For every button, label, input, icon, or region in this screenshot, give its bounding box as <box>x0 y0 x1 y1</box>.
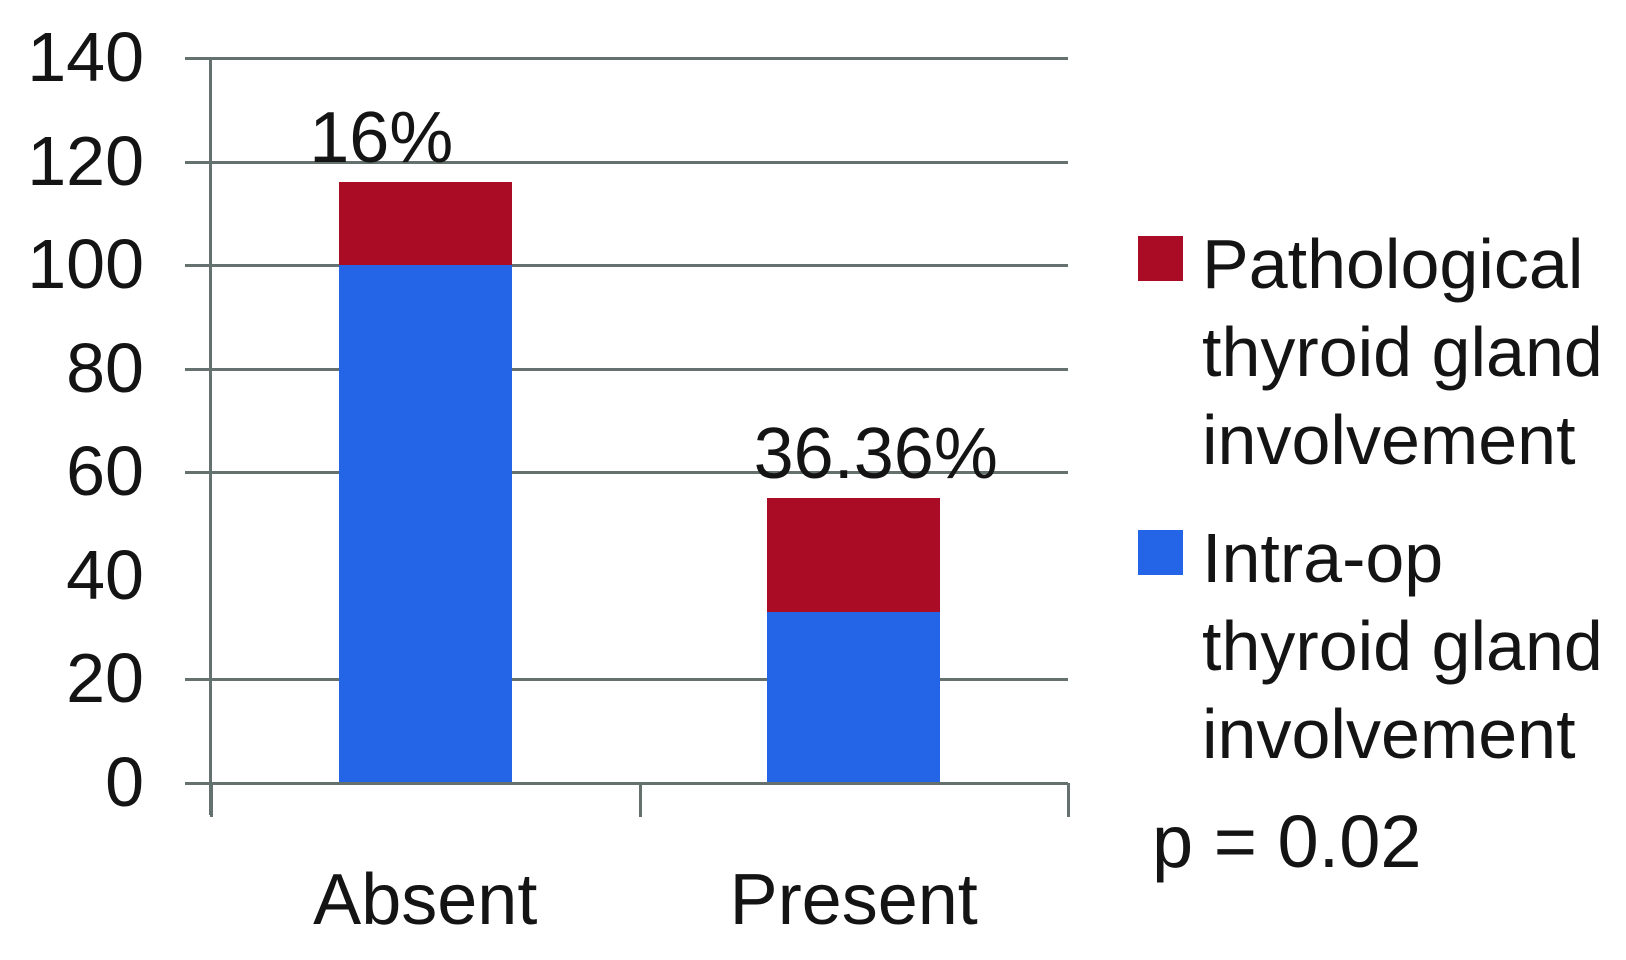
bar-segment-present-pathological <box>767 498 941 613</box>
y-tick-label-40: 40 <box>66 535 144 614</box>
x-category-label-present: Present <box>729 860 978 940</box>
x-axis-line <box>186 782 1068 785</box>
y-tick-label-120: 120 <box>27 121 144 200</box>
gridline-100 <box>211 264 1068 268</box>
legend: Pathological thyroid gland involvement I… <box>1138 220 1612 884</box>
y-tick-mark-80 <box>185 367 211 371</box>
plot-area <box>211 57 1068 783</box>
y-tick-label-60: 60 <box>66 432 144 511</box>
y-tick-mark-100 <box>185 264 211 268</box>
y-axis-line <box>209 58 212 815</box>
y-tick-label-0: 0 <box>105 743 144 821</box>
y-tick-mark-0 <box>185 782 211 785</box>
legend-label-pathological: Pathological thyroid gland involvement <box>1202 225 1603 479</box>
bar-segment-present-intraop <box>767 612 941 783</box>
y-tick-label-100: 100 <box>27 225 144 304</box>
y-tick-mark-140 <box>185 57 211 60</box>
gridline-60 <box>211 471 1068 475</box>
gridline-80 <box>211 367 1068 371</box>
x-category-label-absent: Absent <box>313 860 538 940</box>
y-tick-mark-60 <box>185 471 211 475</box>
bar-data-label-absent: 16% <box>309 98 454 179</box>
bar-data-label-present: 36.36% <box>753 414 998 495</box>
y-tick-label-140: 140 <box>27 18 144 96</box>
gridline-120 <box>211 160 1068 164</box>
gridline-140 <box>211 57 1068 60</box>
legend-swatch-blue-icon <box>1138 530 1183 575</box>
y-tick-label-80: 80 <box>66 328 144 407</box>
x-tick-mark-0 <box>210 783 213 817</box>
legend-item-intraop: Intra-op thyroid gland involvement <box>1138 514 1612 778</box>
legend-label-intraop: Intra-op thyroid gland involvement <box>1202 519 1603 773</box>
x-tick-mark-2 <box>1067 783 1070 817</box>
legend-swatch-red-icon <box>1138 236 1183 281</box>
legend-item-pathological: Pathological thyroid gland involvement <box>1138 220 1612 484</box>
y-tick-mark-120 <box>185 160 211 164</box>
x-tick-mark-1 <box>638 783 642 817</box>
gridline-20 <box>211 678 1068 682</box>
y-tick-mark-20 <box>185 678 211 682</box>
y-tick-label-20: 20 <box>66 639 144 718</box>
bar-segment-absent-pathological <box>338 182 512 266</box>
bar-segment-absent-intraop <box>338 265 512 783</box>
p-value-annotation: p = 0.02 <box>1152 800 1422 883</box>
